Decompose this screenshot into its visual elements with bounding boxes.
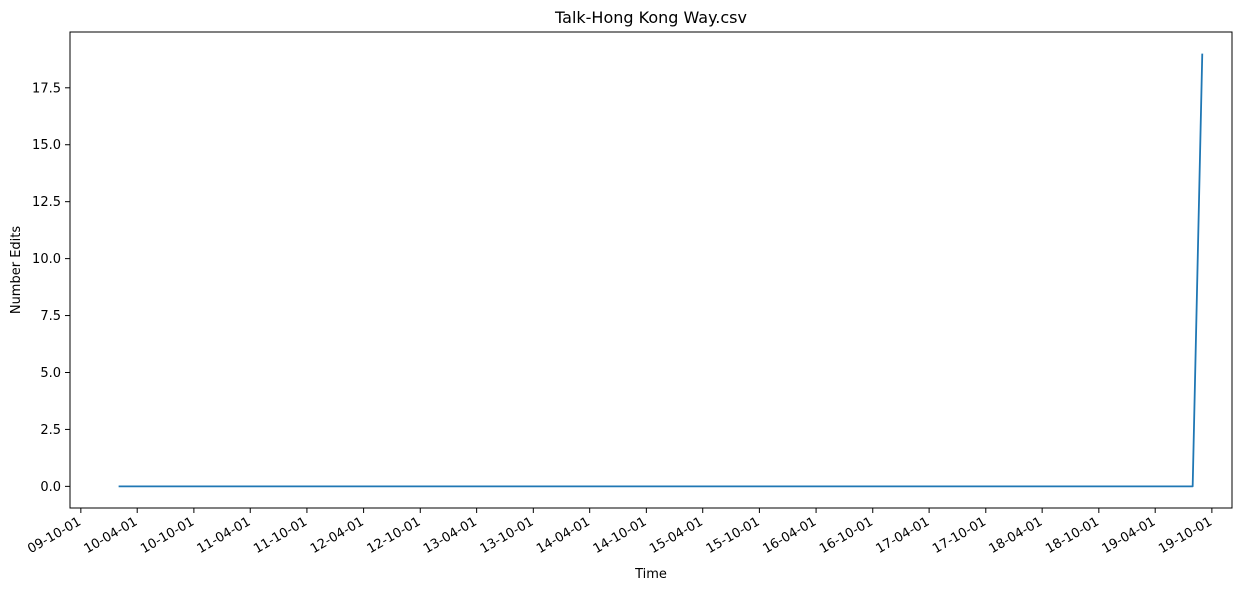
x-tick-label: 10-10-01 (138, 514, 197, 556)
x-tick-label: 19-10-01 (1156, 514, 1215, 556)
x-tick-label: 18-10-01 (1043, 514, 1102, 556)
x-tick-label: 16-10-01 (817, 514, 876, 556)
plot-area (69, 31, 1233, 509)
y-tick-label: 7.5 (40, 309, 61, 324)
x-tick-label: 17-04-01 (874, 514, 933, 556)
x-tick-label: 17-10-01 (930, 514, 989, 556)
x-tick-label: 19-04-01 (1100, 514, 1159, 556)
x-tick-label: 13-10-01 (478, 514, 537, 556)
x-tick-label: 15-10-01 (704, 514, 763, 556)
y-tick-label: 10.0 (32, 252, 61, 267)
x-axis-label: Time (634, 567, 667, 582)
x-axis: 09-10-0110-04-0110-10-0111-04-0111-10-01… (25, 508, 1215, 557)
x-tick-label: 12-10-01 (365, 514, 424, 556)
x-tick-label: 14-04-01 (534, 514, 593, 556)
series-line (118, 53, 1204, 488)
x-tick-label: 11-04-01 (195, 514, 254, 556)
y-tick-label: 5.0 (40, 366, 61, 381)
y-tick-label: 2.5 (40, 423, 61, 438)
x-tick-label: 14-10-01 (591, 514, 650, 556)
series-layer (118, 53, 1204, 488)
x-tick-label: 15-04-01 (647, 514, 706, 556)
y-axis: 0.0 2.5 5.0 7.5 10.0 12.5 15.0 17.5 (32, 81, 70, 495)
y-tick-label: 17.5 (32, 81, 61, 96)
y-tick-label: 12.5 (32, 195, 61, 210)
x-tick-label: 16-04-01 (760, 514, 819, 556)
y-axis-label: Number Edits (9, 226, 24, 315)
x-tick-label: 09-10-01 (25, 514, 84, 556)
chart-title: Talk-Hong Kong Way.csv (554, 8, 747, 27)
x-tick-label: 10-04-01 (82, 514, 141, 556)
y-tick-label: 0.0 (40, 480, 61, 495)
x-tick-label: 11-10-01 (251, 514, 310, 556)
axes-frame (69, 31, 1233, 509)
x-tick-label: 12-04-01 (308, 514, 367, 556)
y-tick-label: 15.0 (32, 138, 61, 153)
x-tick-label: 18-04-01 (987, 514, 1046, 556)
x-tick-label: 13-04-01 (421, 514, 480, 556)
